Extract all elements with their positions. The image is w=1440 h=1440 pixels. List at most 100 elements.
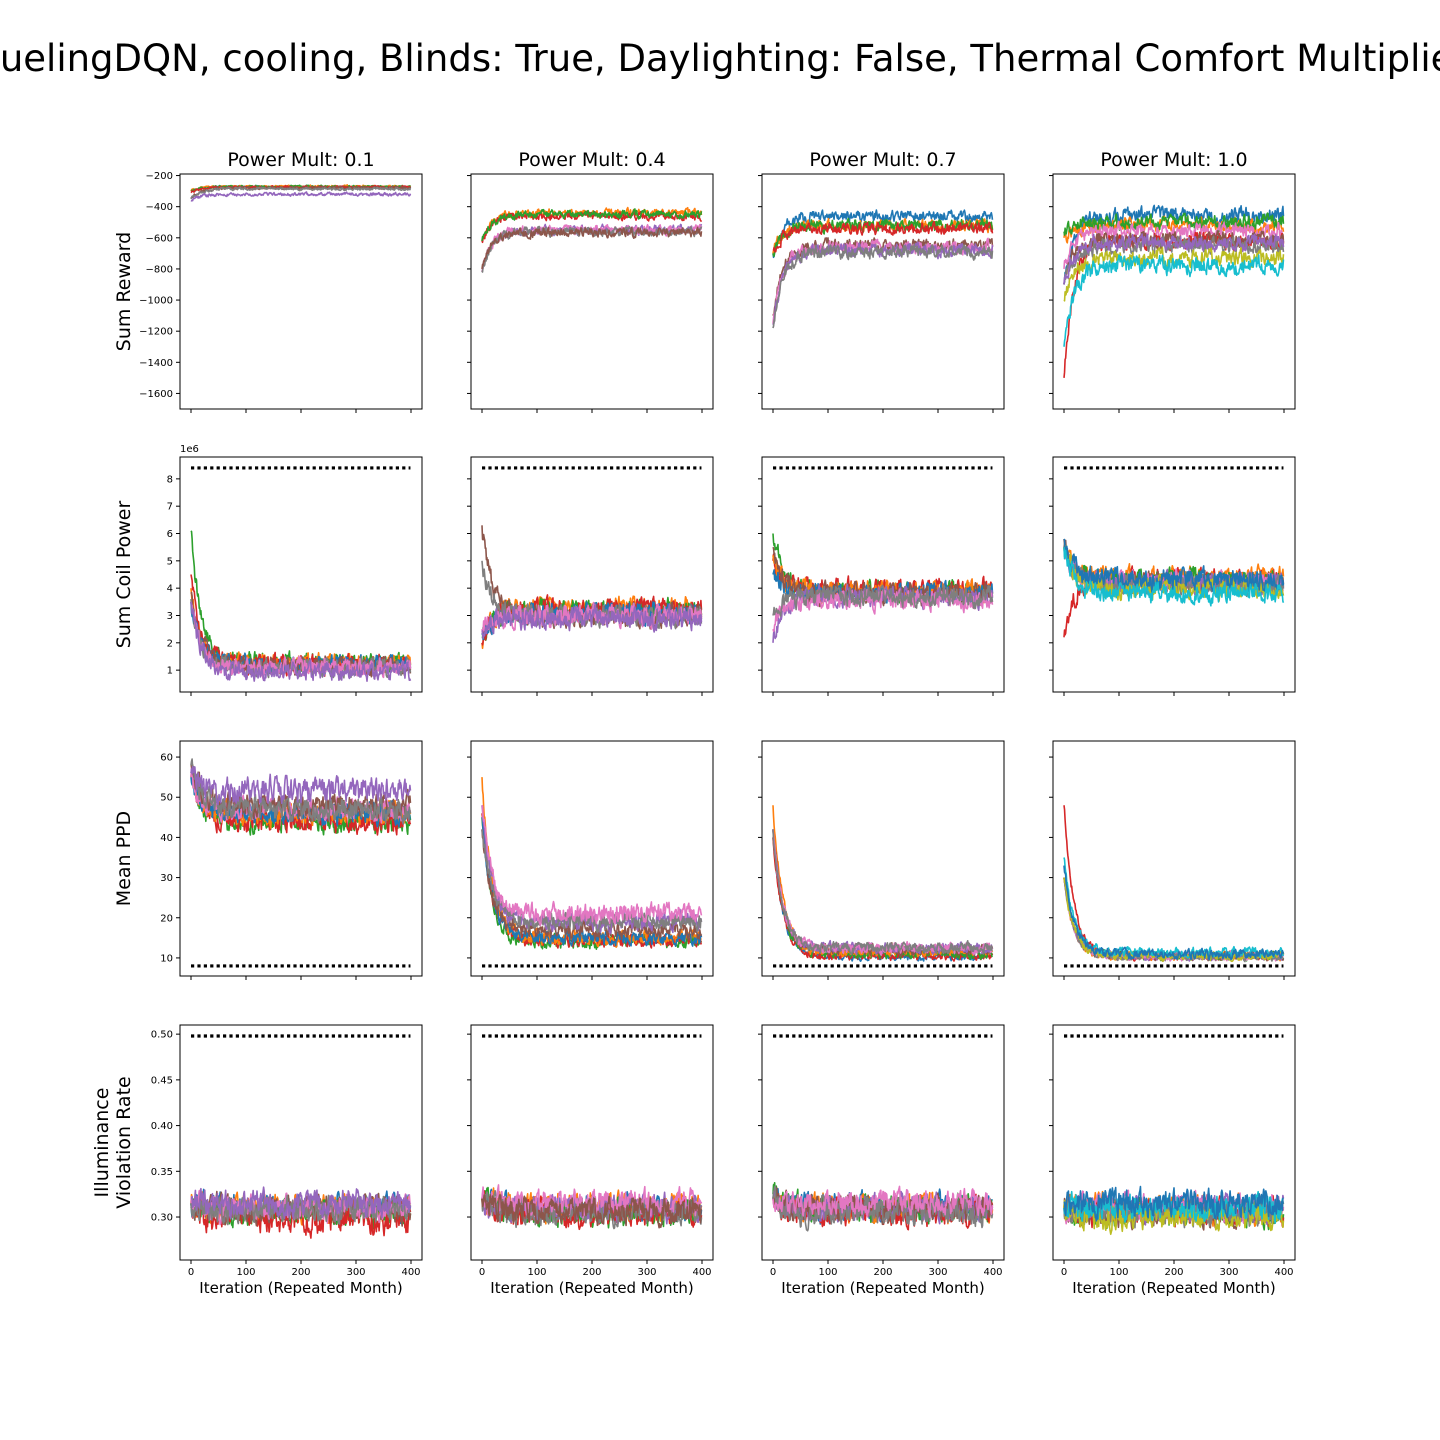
series-group xyxy=(1063,805,1285,963)
subplot-r0-c0: −1600 −1400 −1200 −1000 −800 −600 −400 −200 Powe… xyxy=(139,149,423,413)
column-title: Power Mult: 0.1 xyxy=(227,149,374,171)
y-tick-label: −400 xyxy=(146,202,173,213)
series-group xyxy=(190,1186,412,1239)
subplot-r3-c0: 0 100 200 300 400 0.30 0.35 0.40 0.45 0.50 Iterati… xyxy=(151,1024,423,1297)
x-tick-label: 300 xyxy=(928,1267,947,1278)
y-tick-label: 2 xyxy=(167,638,173,649)
y-tick-label: 0.40 xyxy=(151,1121,173,1132)
series-line xyxy=(772,829,993,956)
x-axis-label: Iteration (Repeated Month) xyxy=(1072,1279,1275,1297)
subplot-r1-c3 xyxy=(1049,456,1296,696)
subplot-r2-c3 xyxy=(1049,740,1296,980)
series-group xyxy=(1063,1185,1285,1236)
y-axis-label: Mean PPD xyxy=(113,811,135,906)
y-tick-label: 60 xyxy=(160,753,173,764)
x-tick-label: 0 xyxy=(770,1267,776,1278)
y-tick-label: 50 xyxy=(160,793,173,804)
y-tick-label: 30 xyxy=(160,873,173,884)
series-line xyxy=(772,243,994,329)
series-line xyxy=(772,1185,994,1218)
x-tick-label: 400 xyxy=(692,1267,711,1278)
series-line xyxy=(772,220,994,253)
series-line xyxy=(190,601,412,682)
y-axis-label: Sum Reward xyxy=(113,232,135,351)
series-group xyxy=(772,1181,994,1232)
series-line xyxy=(1063,1185,1284,1222)
series-group xyxy=(772,533,994,643)
y-tick-label: −1600 xyxy=(139,389,173,400)
series-group xyxy=(190,530,412,682)
series-line xyxy=(772,837,994,962)
series-line xyxy=(481,601,703,635)
y-tick-label: 20 xyxy=(160,913,173,924)
x-tick-label: 100 xyxy=(1109,1267,1128,1278)
subplot-r1-c0: 1 2 3 4 5 6 7 8 1e6 xyxy=(167,444,423,696)
y-tick-label: 7 xyxy=(167,502,173,513)
x-tick-label: 300 xyxy=(346,1267,365,1278)
panel-grid: −1600 −1400 −1200 −1000 −800 −600 −400 −200 Powe… xyxy=(91,149,1296,1297)
subplot-r0-c1: Power Mult: 0.4 xyxy=(467,149,714,413)
series-line xyxy=(772,1185,994,1232)
series-line xyxy=(481,603,703,639)
x-tick-label: 400 xyxy=(983,1267,1002,1278)
x-tick-label: 200 xyxy=(291,1267,310,1278)
series-group xyxy=(772,209,994,329)
subplot-r0-c3: Power Mult: 1.0 xyxy=(1049,149,1296,413)
series-group xyxy=(481,1184,703,1231)
y-tick-label: −1000 xyxy=(139,296,173,307)
y-tick-label: 8 xyxy=(167,474,173,485)
series-line xyxy=(1063,538,1285,594)
y-tick-label: 0.50 xyxy=(151,1030,173,1041)
series-line xyxy=(190,766,412,806)
y-tick-label: 0.30 xyxy=(151,1213,173,1224)
x-tick-label: 0 xyxy=(1061,1267,1067,1278)
y-tick-label: −200 xyxy=(146,171,173,182)
series-line xyxy=(481,1194,703,1229)
subplot-r2-c2 xyxy=(758,740,1005,980)
series-line xyxy=(190,1186,412,1220)
series-group xyxy=(772,805,994,962)
series-line xyxy=(481,226,703,270)
subplot-r2-c0: 10 20 30 40 50 60 xyxy=(160,740,423,980)
series-group xyxy=(481,525,703,650)
series-line xyxy=(481,208,703,242)
subplot-r2-c1 xyxy=(467,740,714,980)
series-line xyxy=(1063,233,1285,285)
y-tick-label: 40 xyxy=(160,833,173,844)
series-line xyxy=(1063,865,1285,961)
y-tick-label: −600 xyxy=(146,233,173,244)
x-tick-label: 0 xyxy=(479,1267,485,1278)
figure-title: DuelingDQN, cooling, Blinds: True, Dayli… xyxy=(0,37,1440,80)
series-line xyxy=(1063,220,1285,269)
x-tick-label: 100 xyxy=(818,1267,837,1278)
series-group xyxy=(190,758,412,836)
series-line xyxy=(481,804,703,927)
y-axis-label: Sum Coil Power xyxy=(113,501,135,649)
x-tick-label: 200 xyxy=(1164,1267,1183,1278)
series-line xyxy=(1063,212,1285,236)
y-tick-label: −1400 xyxy=(139,358,173,369)
x-tick-label: 300 xyxy=(637,1267,656,1278)
y-tick-label: 10 xyxy=(160,953,173,964)
series-group xyxy=(190,184,412,202)
series-group xyxy=(1063,538,1285,638)
subplot-r0-c2: Power Mult: 0.7 xyxy=(758,149,1005,413)
x-axis-label: Iteration (Repeated Month) xyxy=(199,1279,402,1297)
x-tick-label: 100 xyxy=(527,1267,546,1278)
series-line xyxy=(190,758,412,825)
subplot-r1-c2 xyxy=(758,456,1005,696)
column-title: Power Mult: 1.0 xyxy=(1100,149,1247,171)
x-tick-label: 400 xyxy=(1274,1267,1293,1278)
y-tick-label: 0.35 xyxy=(151,1167,173,1178)
series-line xyxy=(1063,204,1285,285)
x-tick-label: 300 xyxy=(1219,1267,1238,1278)
y-axis-label: Illuminance xyxy=(91,1088,113,1198)
x-axis-label: Iteration (Repeated Month) xyxy=(781,1279,984,1297)
x-tick-label: 200 xyxy=(873,1267,892,1278)
column-title: Power Mult: 0.4 xyxy=(518,149,665,171)
series-group xyxy=(481,777,703,951)
y-tick-label: 3 xyxy=(167,611,173,622)
